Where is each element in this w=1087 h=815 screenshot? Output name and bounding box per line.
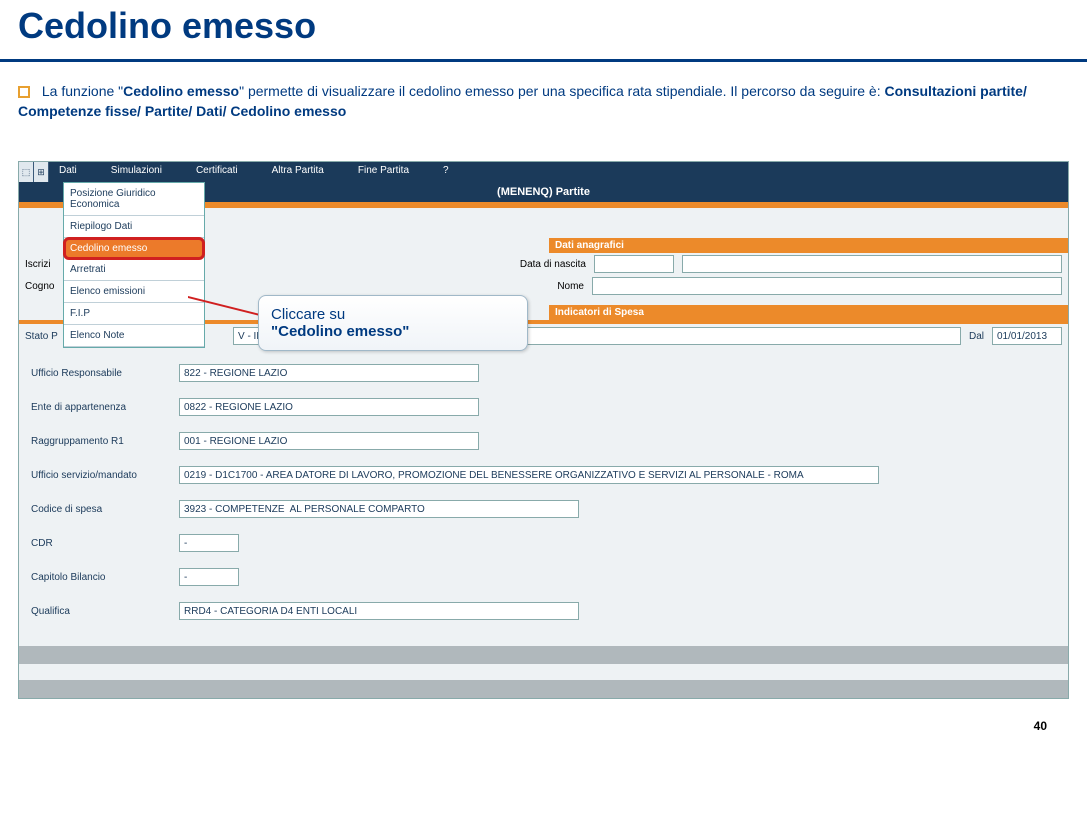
iscrizione-label: Iscrizi xyxy=(25,259,51,270)
ente-row: Ente di appartenenza xyxy=(25,390,1062,424)
menu-icon-2[interactable]: ⊞ xyxy=(34,162,49,182)
desc-text-2: " permette di visualizzare il cedolino e… xyxy=(239,83,884,99)
menu-icon-1[interactable]: ⬚ xyxy=(19,162,34,182)
cdr-label: CDR xyxy=(31,538,171,549)
ufficio-resp-label: Ufficio Responsabile xyxy=(31,368,171,379)
cognome-label: Cogno xyxy=(25,281,54,292)
gray-bar-2 xyxy=(19,680,1068,698)
ufficio-resp-row: Ufficio Responsabile xyxy=(25,356,1062,390)
ufficio-serv-label: Ufficio servizio/mandato xyxy=(31,470,171,481)
dropdown-fip[interactable]: F.I.P xyxy=(64,303,204,325)
callout-line2: "Cedolino emesso" xyxy=(271,323,409,340)
qualifica-row: Qualifica xyxy=(25,594,1062,628)
dropdown-riepilogo[interactable]: Riepilogo Dati xyxy=(64,216,204,238)
ente-label: Ente di appartenenza xyxy=(31,402,171,413)
dropdown-elenco-note[interactable]: Elenco Note xyxy=(64,325,204,347)
page-number: 40 xyxy=(0,699,1087,743)
dal-label: Dal xyxy=(969,331,984,342)
top-menu-bar: ⬚ ⊞ Dati Simulazioni Certificati Altra P… xyxy=(19,162,1068,182)
section-indicatori: Indicatori di Spesa xyxy=(549,305,1068,320)
callout-connector xyxy=(188,296,258,318)
title-divider xyxy=(0,59,1087,62)
ente-input[interactable] xyxy=(179,398,479,416)
raggruppamento-input[interactable] xyxy=(179,432,479,450)
gray-bar-1 xyxy=(19,646,1068,664)
capitolo-label: Capitolo Bilancio xyxy=(31,572,171,583)
codice-spesa-input[interactable] xyxy=(179,500,579,518)
raggruppamento-label: Raggruppamento R1 xyxy=(31,436,171,447)
dropdown-elenco-emissioni[interactable]: Elenco emissioni xyxy=(64,281,204,303)
dati-dropdown: Posizione Giuridico Economica Riepilogo … xyxy=(63,182,205,348)
cdr-row: CDR xyxy=(25,526,1062,560)
menu-altra-partita[interactable]: Altra Partita xyxy=(262,162,348,182)
menu-help[interactable]: ? xyxy=(433,162,473,182)
menu-certificati[interactable]: Certificati xyxy=(186,162,262,182)
ufficio-serv-row: Ufficio servizio/mandato xyxy=(25,458,1062,492)
section-anagrafici: Dati anagrafici xyxy=(549,238,1068,253)
menu-dati[interactable]: Dati xyxy=(49,162,101,182)
ufficio-serv-input[interactable] xyxy=(179,466,879,484)
data-nascita-extra-input[interactable] xyxy=(682,255,1062,273)
ufficio-resp-input[interactable] xyxy=(179,364,479,382)
dropdown-arretrati[interactable]: Arretrati xyxy=(64,259,204,281)
raggruppamento-row: Raggruppamento R1 xyxy=(25,424,1062,458)
desc-bold-1: Cedolino emesso xyxy=(123,83,239,99)
cdr-input[interactable] xyxy=(179,534,239,552)
capitolo-input[interactable] xyxy=(179,568,239,586)
capitolo-row: Capitolo Bilancio xyxy=(25,560,1062,594)
codice-spesa-label: Codice di spesa xyxy=(31,504,171,515)
qualifica-label: Qualifica xyxy=(31,606,171,617)
codice-spesa-row: Codice di spesa xyxy=(25,492,1062,526)
menu-fine-partita[interactable]: Fine Partita xyxy=(348,162,433,182)
nome-input[interactable] xyxy=(592,277,1062,295)
menu-simulazioni[interactable]: Simulazioni xyxy=(101,162,186,182)
data-nascita-label: Data di nascita xyxy=(520,259,586,270)
callout-line1: Cliccare su xyxy=(271,306,345,323)
description-paragraph: La funzione "Cedolino emesso" permette d… xyxy=(0,82,1087,121)
nome-label: Nome xyxy=(557,281,584,292)
dropdown-posizione[interactable]: Posizione Giuridico Economica xyxy=(64,183,204,216)
callout-box: Cliccare su "Cedolino emesso" xyxy=(258,295,528,351)
bullet-icon xyxy=(18,86,30,98)
page-title: Cedolino emesso xyxy=(0,0,1087,59)
data-nascita-input[interactable] xyxy=(594,255,674,273)
dal-input[interactable] xyxy=(992,327,1062,345)
desc-text-1: La funzione " xyxy=(42,83,123,99)
app-screenshot: ⬚ ⊞ Dati Simulazioni Certificati Altra P… xyxy=(18,161,1069,699)
qualifica-input[interactable] xyxy=(179,602,579,620)
dropdown-cedolino-emesso[interactable]: Cedolino emesso xyxy=(63,237,205,260)
